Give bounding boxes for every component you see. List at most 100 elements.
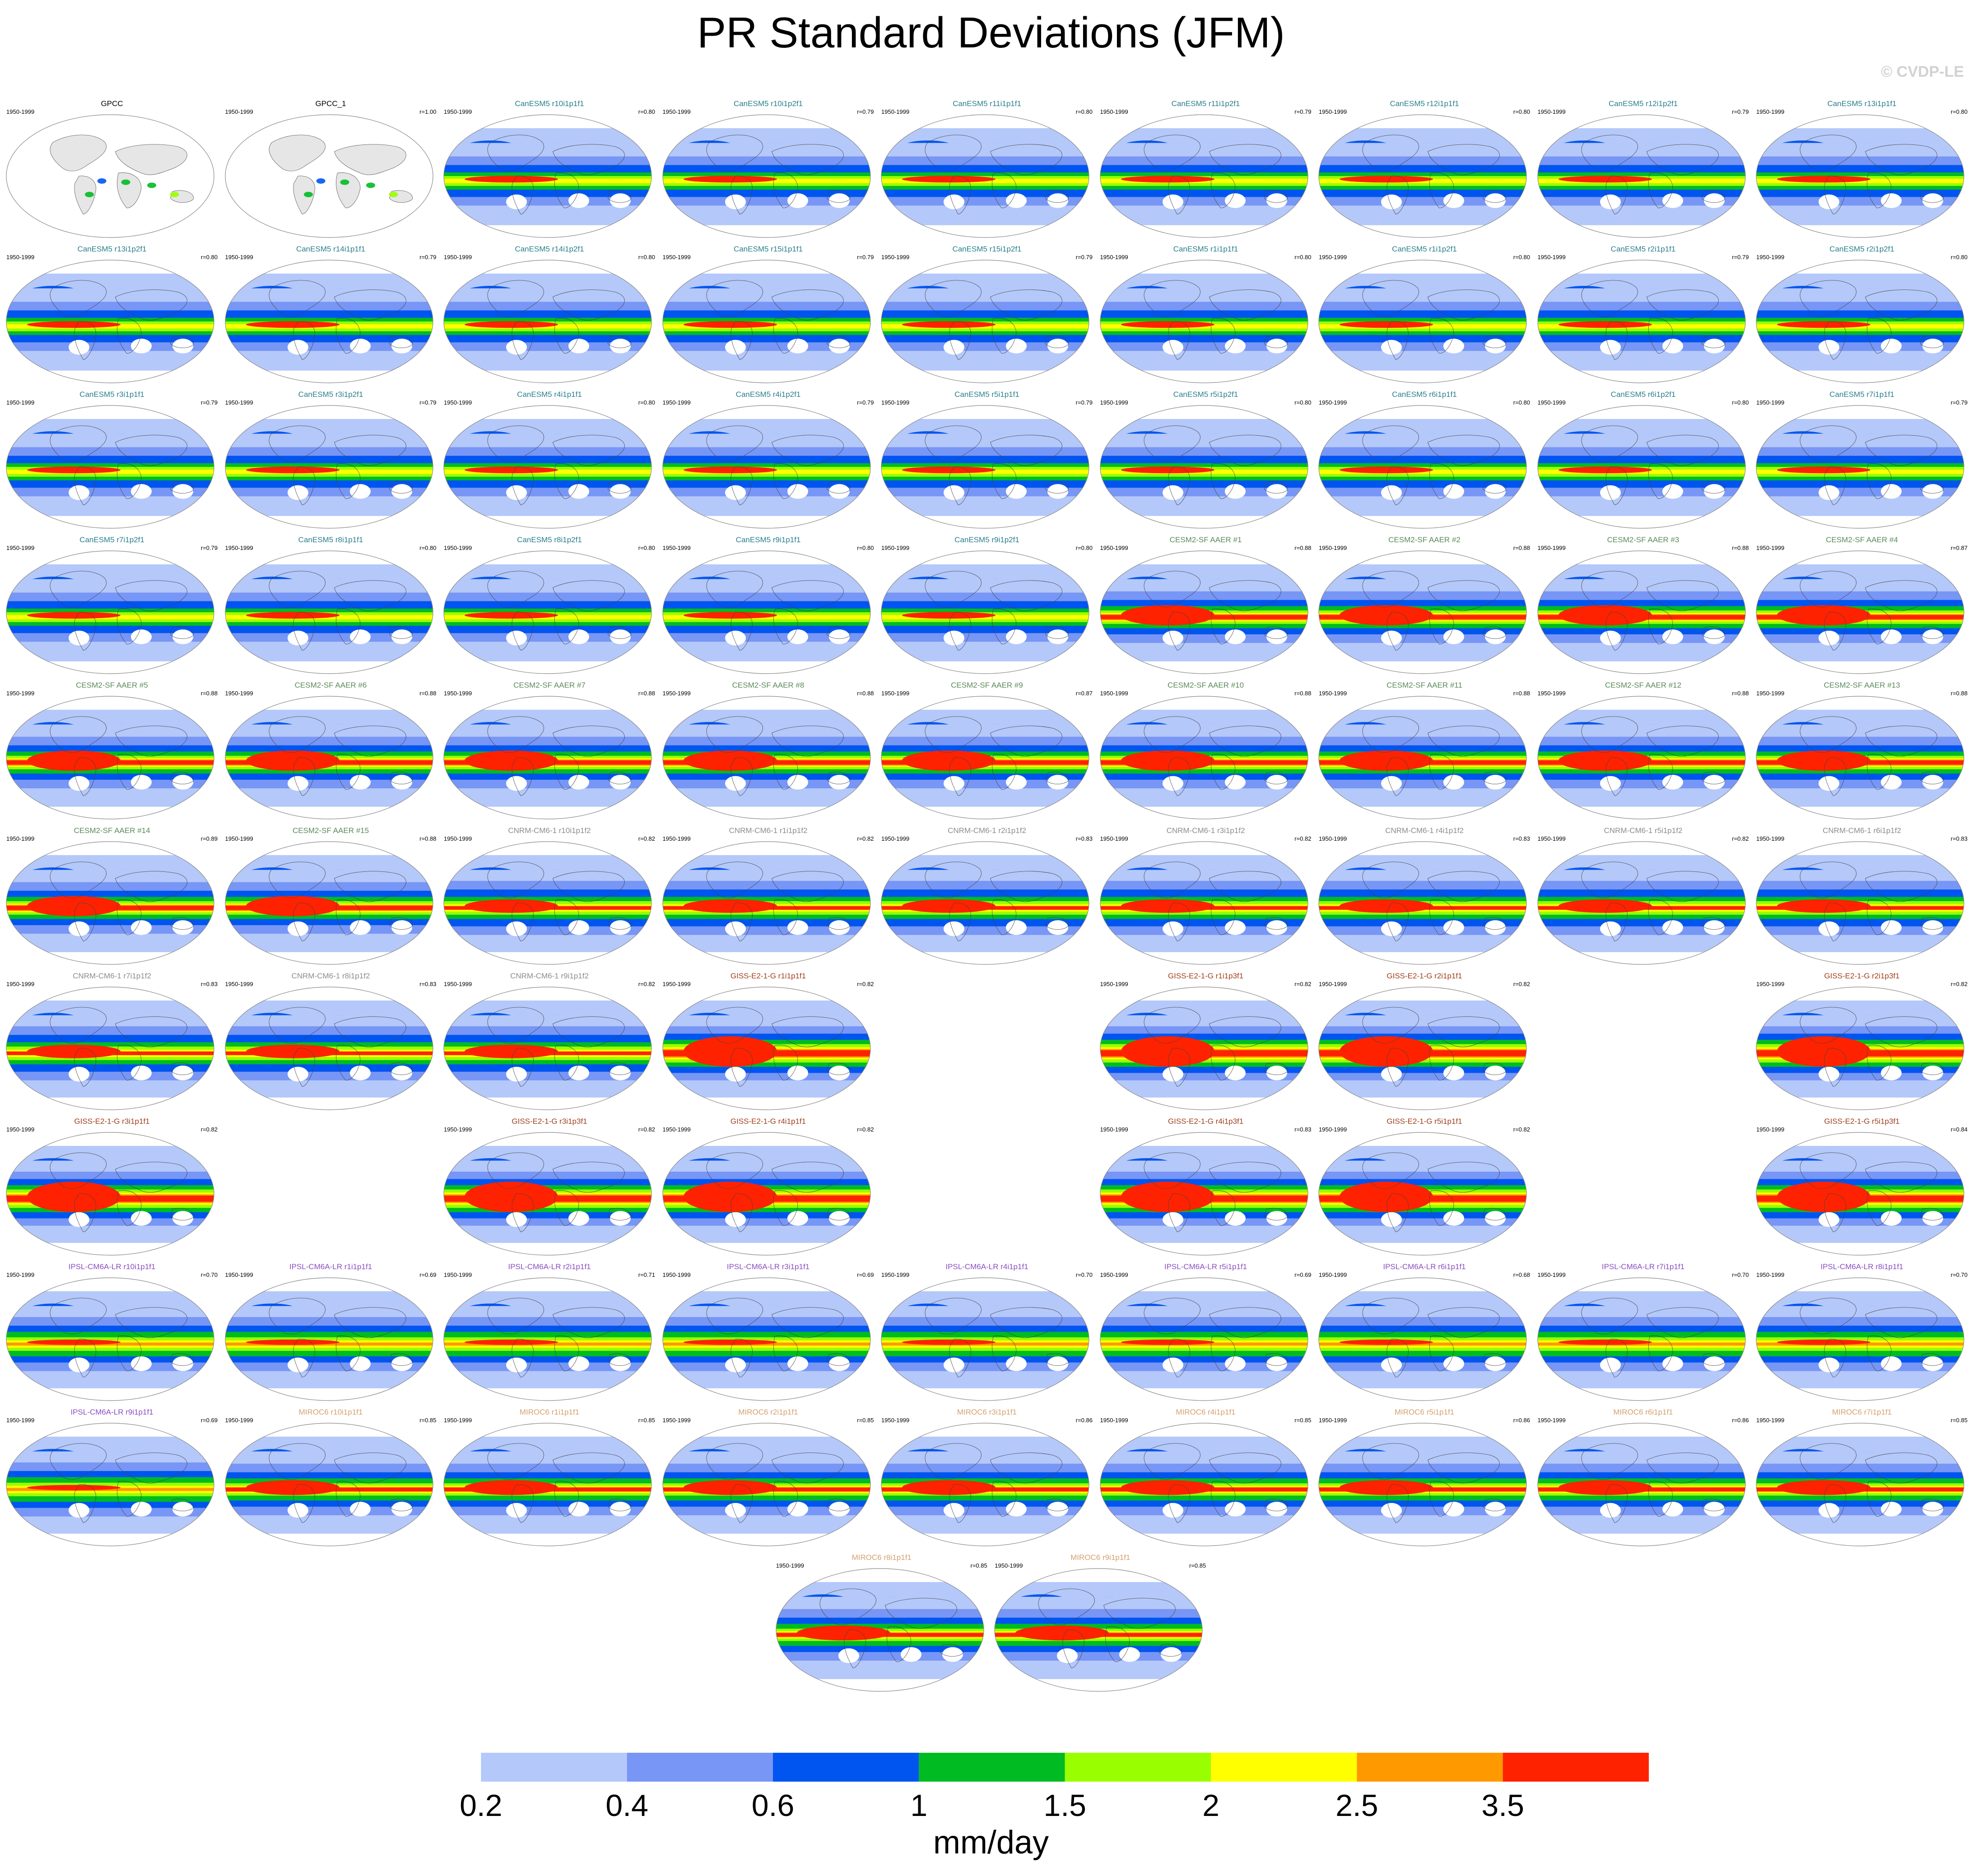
map-border xyxy=(662,405,871,529)
precip-max xyxy=(1558,321,1652,328)
precip-max xyxy=(1558,899,1652,913)
map-border xyxy=(1099,987,1308,1110)
world-map xyxy=(1099,114,1308,238)
panel-title: GISS-E2-1-G r4i1p1f1 xyxy=(730,1117,806,1126)
panel-title: IPSL-CM6A-LR r5i1p1f1 xyxy=(1164,1262,1247,1271)
panel-correlation: r=0.79 xyxy=(200,545,218,551)
precip-max xyxy=(1777,1182,1870,1212)
world-map xyxy=(662,260,871,383)
panel-years: 1950-1999 xyxy=(881,1271,910,1278)
map-panel: CanESM5 r13i1p1f1 1950-1999 r=0.80 xyxy=(1754,99,1969,243)
map-border xyxy=(1756,1423,1964,1546)
panel-title: CanESM5 r11i1p2f1 xyxy=(1171,99,1240,108)
map-border xyxy=(662,260,871,383)
panel-title: CanESM5 r5i1p2f1 xyxy=(1173,390,1238,399)
colorbar-swatch xyxy=(1503,1753,1649,1782)
panel-title: CanESM5 r11i1p1f1 xyxy=(953,99,1021,108)
panel-correlation: r=0.88 xyxy=(1513,545,1530,551)
panel-correlation: r=0.83 xyxy=(419,981,437,987)
panel-correlation: r=0.88 xyxy=(1294,545,1312,551)
world-map xyxy=(1318,696,1527,819)
precip-max xyxy=(683,1182,777,1212)
precip-max xyxy=(1015,1625,1109,1641)
panel-title: CanESM5 r1i1p2f1 xyxy=(1392,245,1457,253)
panel-title: CanESM5 r1i1p1f1 xyxy=(1173,245,1238,253)
precip-max xyxy=(902,612,996,619)
world-map xyxy=(1756,550,1964,674)
panel-correlation: r=0.85 xyxy=(1294,1417,1312,1424)
map-border xyxy=(1099,1277,1308,1401)
panel-title: GISS-E2-1-G r2i1p3f1 xyxy=(1824,972,1900,980)
map-panel: CanESM5 r7i1p1f1 1950-1999 r=0.79 xyxy=(1754,390,1969,534)
world-map xyxy=(1537,260,1746,383)
colorbar-tick-label: 1 xyxy=(910,1788,928,1823)
world-map xyxy=(662,696,871,819)
map-border xyxy=(662,114,871,238)
map-border xyxy=(1318,114,1527,238)
map-border xyxy=(1099,260,1308,383)
panel-title: IPSL-CM6A-LR r2i1p1f1 xyxy=(508,1262,591,1271)
panel-years: 1950-1999 xyxy=(1756,545,1785,551)
panel-title: CESM2-SF AAER #15 xyxy=(292,826,369,835)
map-panel: CanESM5 r1i1p2f1 1950-1999 r=0.80 xyxy=(1317,245,1532,388)
panel-title: CanESM5 r7i1p1f1 xyxy=(1829,390,1894,399)
map-panel: MIROC6 r10i1p1f1 1950-1999 r=0.85 xyxy=(223,1408,438,1551)
world-map xyxy=(1099,1423,1308,1546)
panel-title: CESM2-SF AAER #1 xyxy=(1169,535,1242,544)
panel-title: CESM2-SF AAER #12 xyxy=(1605,681,1682,689)
world-map xyxy=(1756,260,1964,383)
map-border xyxy=(1756,1132,1964,1256)
precip-max xyxy=(1777,1480,1870,1495)
panel-years: 1950-1999 xyxy=(444,1417,472,1424)
panel-correlation: r=0.87 xyxy=(1075,690,1093,697)
precip-max xyxy=(246,1339,340,1345)
panel-title: CNRM-CM6-1 r10i1p1f2 xyxy=(508,826,591,835)
precip-band xyxy=(662,1342,870,1346)
panel-years: 1950-1999 xyxy=(1537,690,1566,697)
map-panel: IPSL-CM6A-LR r5i1p1f1 1950-1999 r=0.69 xyxy=(1098,1262,1313,1406)
map-panel: CanESM5 r3i1p2f1 1950-1999 r=0.79 xyxy=(223,390,438,534)
panel-years: 1950-1999 xyxy=(995,1562,1023,1569)
map-border xyxy=(662,1423,871,1546)
world-map xyxy=(224,405,433,529)
precip-max xyxy=(27,321,121,328)
world-map xyxy=(6,1277,214,1401)
world-map xyxy=(881,260,1089,383)
world-map xyxy=(994,1568,1203,1692)
map-panel: CNRM-CM6-1 r1i1p1f2 1950-1999 r=0.82 xyxy=(661,826,876,970)
panel-correlation: r=0.85 xyxy=(638,1417,655,1424)
panel-years: 1950-1999 xyxy=(444,254,472,261)
map-border xyxy=(6,1277,214,1401)
world-map xyxy=(881,550,1089,674)
precip-max xyxy=(1340,1480,1433,1495)
precip-max xyxy=(465,321,558,328)
map-border xyxy=(881,696,1089,819)
panel-title: CNRM-CM6-1 r8i1p1f2 xyxy=(291,972,370,980)
world-map xyxy=(224,114,433,238)
panel-years: 1950-1999 xyxy=(1537,545,1566,551)
map-panel: CNRM-CM6-1 r9i1p1f2 1950-1999 r=0.82 xyxy=(442,972,657,1115)
precip-max xyxy=(1121,605,1214,626)
precip-max xyxy=(27,750,121,771)
precip-max xyxy=(1558,1339,1652,1345)
panel-correlation: r=0.88 xyxy=(419,690,437,697)
panel-years: 1950-1999 xyxy=(1100,399,1128,406)
panel-years: 1950-1999 xyxy=(1100,108,1128,115)
panel-correlation: r=0.82 xyxy=(638,835,655,842)
map-panel: CESM2-SF AAER #11 1950-1999 r=0.88 xyxy=(1317,681,1532,824)
map-border xyxy=(881,260,1089,383)
panel-correlation: r=0.70 xyxy=(1075,1271,1093,1278)
precip-max xyxy=(465,466,558,474)
map-panel: CanESM5 r6i1p1f1 1950-1999 r=0.80 xyxy=(1317,390,1532,534)
panel-years: 1950-1999 xyxy=(662,1271,691,1278)
world-map xyxy=(443,696,652,819)
panel-years: 1950-1999 xyxy=(1100,835,1128,842)
panel-correlation: r=0.85 xyxy=(970,1562,987,1569)
map-panel: MIROC6 r2i1p1f1 1950-1999 r=0.85 xyxy=(661,1408,876,1551)
precip-max xyxy=(1558,466,1652,474)
map-border xyxy=(6,1423,214,1546)
precip-max xyxy=(246,750,340,771)
precip-band xyxy=(881,1342,1089,1346)
precip-max xyxy=(1340,466,1433,474)
world-map xyxy=(662,1423,871,1546)
